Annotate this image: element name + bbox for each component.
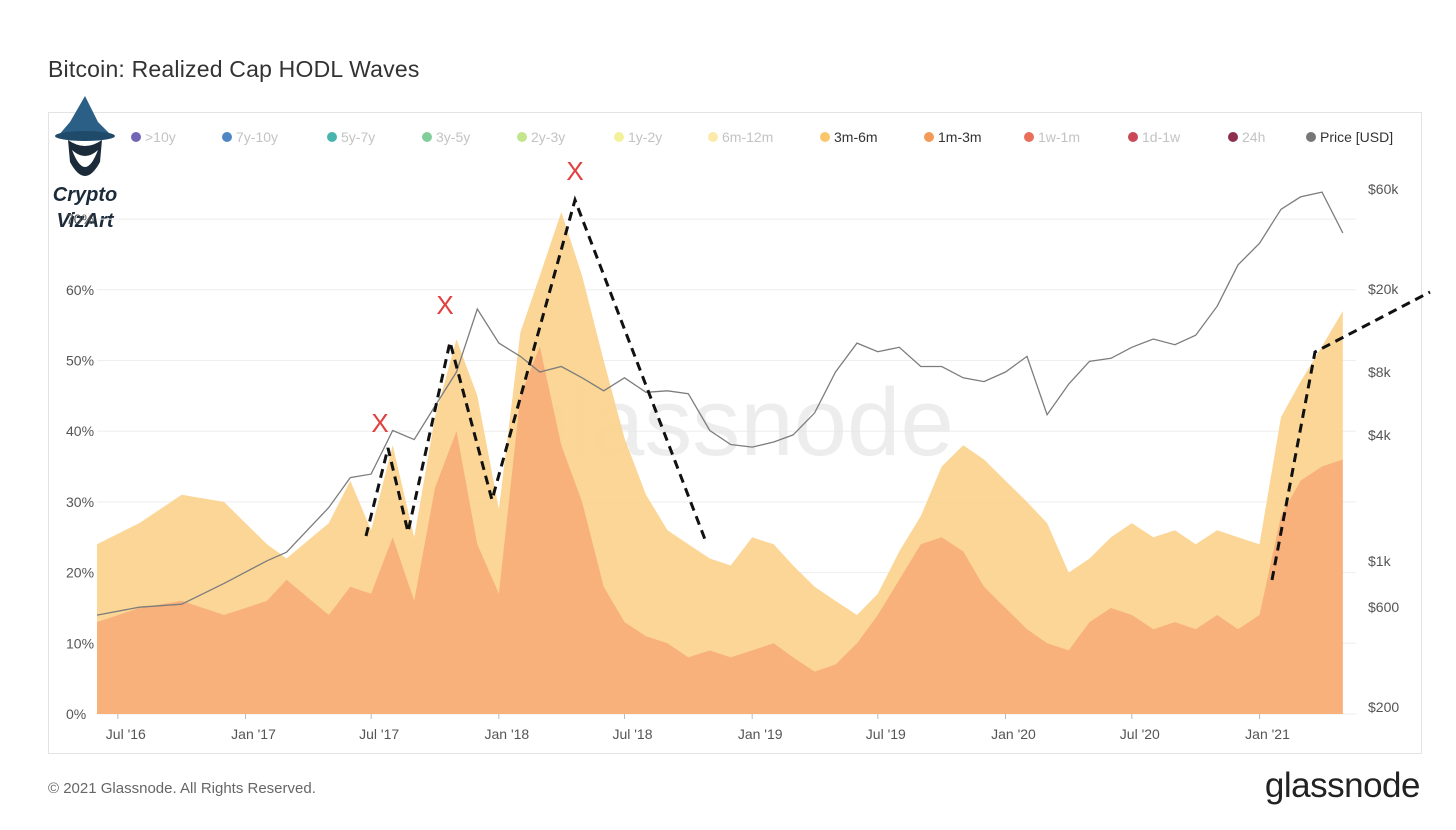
y-right-tick-label: $60k: [1368, 181, 1399, 197]
y-left-tick-label: 20%: [66, 565, 94, 581]
x-tick-label: Jan '18: [484, 726, 529, 742]
x-tick-label: Jul '17: [359, 726, 399, 742]
x-tick-label: Jul '18: [612, 726, 652, 742]
legend-item-label: 24h: [1242, 129, 1265, 145]
y-left-tick-label: 30%: [66, 494, 94, 510]
logo-text-line2: VizArt: [56, 210, 114, 232]
y-right-tick-label: $600: [1368, 599, 1399, 615]
legend-item-label: 3m-6m: [834, 129, 878, 145]
legend-item-label: 2y-3y: [531, 129, 565, 145]
x-tick-label: Jul '16: [106, 726, 146, 742]
chart-legend: >10y 7y-10y 5y-7y 3y-5y 2y-3y 1y-2y 6m-12m 3m-6…: [131, 129, 1393, 145]
legend-swatch: [222, 132, 232, 142]
legend-swatch: [1128, 132, 1138, 142]
legend-swatch: [924, 132, 934, 142]
legend-item-label: 1y-2y: [628, 129, 662, 145]
legend-swatch: [131, 132, 141, 142]
y-left-tick-label: 10%: [66, 635, 94, 651]
x-tick-label: Jan '19: [738, 726, 783, 742]
y-right-tick-label: $1k: [1368, 553, 1392, 569]
legend-swatch: [327, 132, 337, 142]
y-right-tick-label: $4k: [1368, 427, 1392, 443]
y-right-tick-label: $200: [1368, 699, 1399, 715]
x-tick-label: Jul '20: [1120, 726, 1160, 742]
legend-item-label: Price [USD]: [1320, 129, 1393, 145]
legend-swatch: [1228, 132, 1238, 142]
trend-dashed-line-2021: [1270, 290, 1431, 581]
legend-item-label: >10y: [145, 129, 176, 145]
legend-item-label: 5y-7y: [341, 129, 375, 145]
legend-item-label: 7y-10y: [236, 129, 278, 145]
x-tick-label: Jan '20: [991, 726, 1036, 742]
legend-swatch: [422, 132, 432, 142]
y-left-tick-label: 70%: [66, 211, 94, 227]
legend-swatch: [1024, 132, 1034, 142]
series-line-price: [96, 191, 1344, 616]
legend-swatch: [1306, 132, 1316, 142]
chart-frame: [48, 112, 1422, 754]
logo-text-line1: Crypto: [52, 184, 118, 206]
legend-swatch: [708, 132, 718, 142]
legend-item-label: 1m-3m: [938, 129, 982, 145]
y-left-tick-label: 0%: [66, 706, 86, 722]
legend-item-label: 3y-5y: [436, 129, 470, 145]
legend-item-label: 6m-12m: [722, 129, 773, 145]
legend-swatch: [614, 132, 624, 142]
trend-dashed-line: [364, 195, 708, 543]
y-right-tick-label: $20k: [1368, 281, 1399, 297]
x-tick-label: Jan '21: [1245, 726, 1290, 742]
y-right-tick-label: $8k: [1368, 364, 1392, 380]
y-left-tick-label: 60%: [66, 282, 94, 298]
y-left-tick-label: 40%: [66, 423, 94, 439]
y-left-tick-label: 50%: [66, 353, 94, 369]
legend-swatch: [517, 132, 527, 142]
x-tick-label: Jul '19: [866, 726, 906, 742]
x-tick-label: Jan '17: [231, 726, 276, 742]
chart-title: Bitcoin: Realized Cap HODL Waves: [48, 56, 420, 82]
legend-item-label: 1w-1m: [1038, 129, 1080, 145]
crypto-vizart-logo: Crypto VizArt: [40, 92, 130, 242]
series-area-1m-3m: [97, 346, 1343, 714]
peak-marker: X: [371, 408, 388, 438]
wizard-icon: [55, 96, 115, 176]
legend-item-label: 1d-1w: [1142, 129, 1181, 145]
copyright-text: © 2021 Glassnode. All Rights Reserved.: [48, 780, 316, 797]
peak-marker: X: [436, 290, 453, 320]
legend-swatch: [820, 132, 830, 142]
peak-marker: X: [566, 156, 583, 186]
brand-logo-text: glassnode: [1264, 766, 1421, 805]
